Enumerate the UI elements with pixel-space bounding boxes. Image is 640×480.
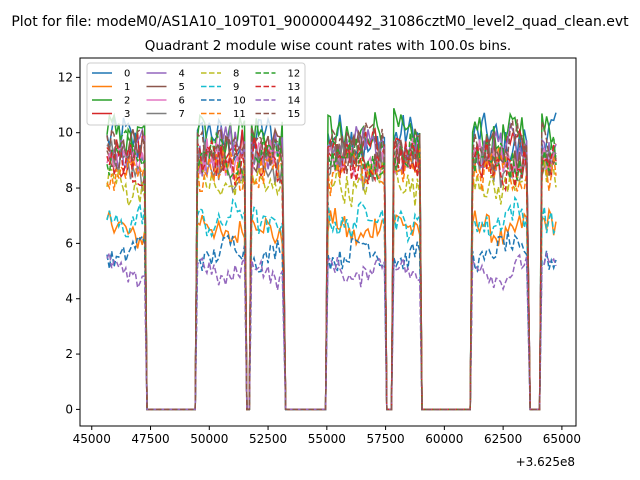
- x-tick-label: 65000: [543, 432, 581, 446]
- x-offset-label: +3.625e8: [516, 455, 575, 469]
- x-tick-label: 57500: [366, 432, 404, 446]
- x-tick-label: 52500: [249, 432, 287, 446]
- series-line-9: [106, 195, 557, 411]
- series-line-13: [106, 137, 557, 411]
- y-tick-label: 6: [65, 236, 73, 250]
- y-tick-label: 10: [58, 126, 73, 140]
- x-tick-label: 47500: [131, 432, 169, 446]
- legend-label: 9: [233, 82, 239, 93]
- legend-label: 2: [124, 96, 130, 107]
- legend-label: 6: [179, 96, 185, 107]
- legend-label: 5: [179, 82, 185, 93]
- y-axis: 0 2 4 6 8 10 12: [58, 70, 80, 416]
- legend-label: 7: [179, 109, 185, 120]
- y-tick-label: 8: [65, 181, 73, 195]
- legend-label: 15: [288, 109, 301, 120]
- series-line-1: [106, 207, 557, 411]
- series-line-14: [106, 250, 557, 411]
- series-line-10: [106, 231, 557, 411]
- x-tick-label: 62500: [484, 432, 522, 446]
- figure-suptitle: Plot for file: modeM0/AS1A10_109T01_9000…: [11, 14, 629, 30]
- legend-label: 0: [124, 69, 130, 80]
- chart-title: Quadrant 2 module wise count rates with …: [145, 38, 511, 54]
- y-tick-label: 12: [58, 70, 73, 84]
- legend-label: 13: [288, 82, 301, 93]
- series-line-12: [106, 128, 557, 411]
- series-line-6: [106, 137, 557, 411]
- x-tick-label: 50000: [190, 432, 228, 446]
- y-tick-label: 2: [65, 347, 73, 361]
- series-layer: [106, 107, 557, 411]
- y-tick-label: 4: [65, 292, 73, 306]
- legend-label: 11: [233, 109, 246, 120]
- legend-box: [86, 62, 306, 126]
- legend-label: 8: [233, 69, 239, 80]
- legend-label: 3: [124, 109, 130, 120]
- legend-label: 12: [288, 69, 301, 80]
- legend-label: 14: [288, 96, 301, 107]
- series-line-15: [106, 119, 557, 411]
- legend-label: 10: [233, 96, 246, 107]
- x-tick-label: 45000: [73, 432, 111, 446]
- x-axis: 45000 47500 50000 52500 55000 57500 60000 62500…: [73, 426, 581, 446]
- y-tick-label: 0: [65, 402, 73, 416]
- legend-label: 1: [124, 82, 130, 93]
- series-line-8: [106, 158, 557, 411]
- plot-frame: [79, 57, 577, 427]
- x-tick-label: 55000: [308, 432, 346, 446]
- x-tick-label: 60000: [425, 432, 463, 446]
- legend-label: 4: [179, 69, 185, 80]
